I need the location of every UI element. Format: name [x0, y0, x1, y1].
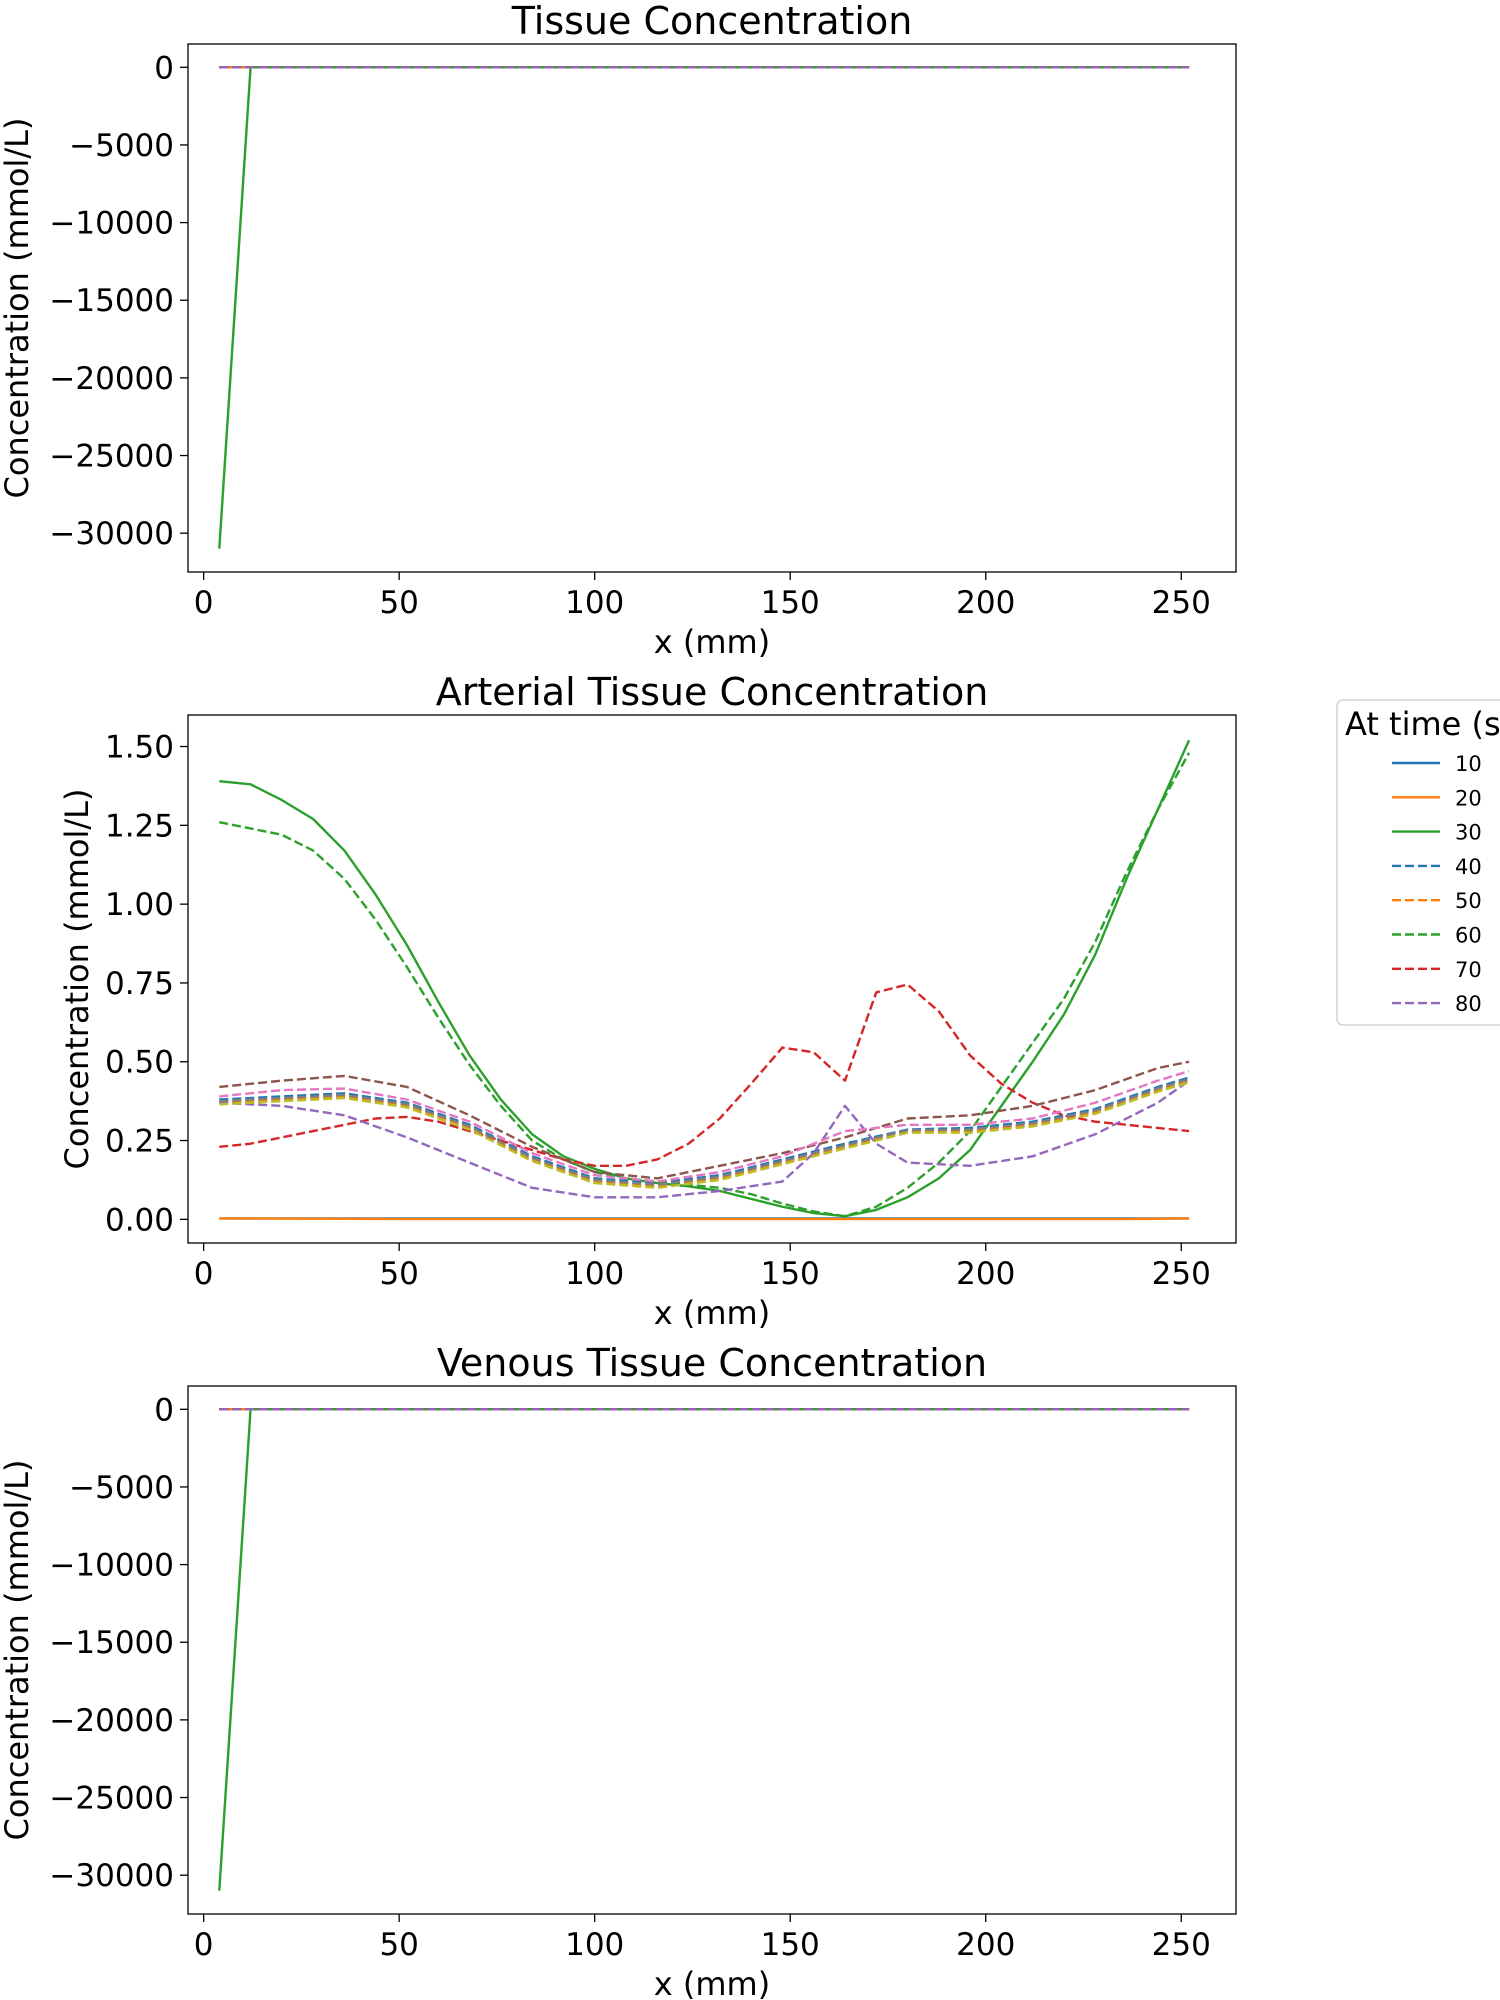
- x-tick-label: 100: [565, 1927, 624, 1963]
- y-tick-label: 0.00: [105, 1202, 174, 1238]
- y-axis-label: Concentration (mmol/L): [0, 1460, 36, 1841]
- chart-title: Arterial Tissue Concentration: [436, 670, 989, 714]
- y-tick-label: −30000: [49, 516, 174, 552]
- legend-box: [1336, 699, 1500, 1026]
- y-tick-label: −5000: [69, 1470, 174, 1506]
- y-axis-label: Concentration (mmol/L): [0, 118, 36, 499]
- x-tick-label: 100: [565, 585, 624, 621]
- y-tick-label: 0: [154, 50, 174, 86]
- series-line-4: [219, 1076, 1190, 1185]
- plot-frame: [187, 43, 1237, 573]
- x-tick-label: 200: [956, 1927, 1015, 1963]
- y-tick-label: 0.25: [105, 1124, 174, 1160]
- series-line-7: [219, 983, 1190, 1167]
- series-line-6: [219, 752, 1191, 1218]
- x-tick-label: 150: [761, 1927, 820, 1963]
- legend-entry-label: 10: [1455, 752, 1482, 776]
- x-axis-label: x (mm): [654, 1965, 770, 2000]
- series-group: [218, 1408, 1190, 1891]
- legend-entry-label: 50: [1455, 889, 1482, 913]
- y-tick-label: −30000: [49, 1858, 174, 1894]
- series-line-3: [218, 66, 1190, 549]
- x-tick-label: 200: [956, 585, 1015, 621]
- x-tick-label: 50: [379, 585, 418, 621]
- y-axis-label: Concentration (mmol/L): [58, 789, 96, 1170]
- x-tick-label: 250: [1152, 1927, 1211, 1963]
- x-tick-label: 50: [379, 1927, 418, 1963]
- plot-frame: [187, 714, 1237, 1244]
- y-tick-label: 1.25: [105, 808, 174, 844]
- x-tick-label: 50: [379, 1256, 418, 1292]
- chart-title: Tissue Concentration: [511, 0, 913, 43]
- plot-frame: [187, 1385, 1237, 1915]
- y-tick-label: −15000: [49, 283, 174, 319]
- x-tick-label: 0: [194, 1927, 214, 1963]
- legend-entry-label: 40: [1455, 855, 1482, 879]
- y-tick-label: −20000: [49, 1703, 174, 1739]
- y-tick-label: −10000: [49, 206, 174, 242]
- y-tick-label: 0.75: [105, 966, 174, 1002]
- legend-entry-label: 20: [1455, 786, 1482, 810]
- y-tick-label: 0: [154, 1392, 174, 1428]
- series-line-10: [219, 1070, 1190, 1183]
- series-line-3: [218, 1408, 1190, 1891]
- y-tick-label: 0.50: [105, 1045, 174, 1081]
- x-tick-label: 100: [565, 1256, 624, 1292]
- x-tick-label: 0: [194, 585, 214, 621]
- series-group: [219, 739, 1191, 1221]
- chart-panel-2: 0 50 100 150 200 250 0.00 0.25 0.50 0.75 1.00 1.25 1…: [58, 670, 1237, 1332]
- legend-entry-label: 60: [1455, 924, 1482, 948]
- y-tick-label: −25000: [49, 1781, 174, 1817]
- series-line-2: [219, 1217, 1190, 1221]
- x-tick-label: 250: [1152, 585, 1211, 621]
- legend: At time (s 10 20 30 40 50 60 70 80: [1336, 699, 1500, 1026]
- legend-title: At time (s: [1345, 705, 1500, 743]
- series-line-8: [219, 1079, 1190, 1199]
- y-tick-label: 1.00: [105, 887, 174, 923]
- y-tick-label: −25000: [49, 439, 174, 475]
- series-line-9: [219, 1060, 1190, 1180]
- chart-panel-1: 0 50 100 150 200 250 0 −5000 −10000 −15000 −20000 −…: [0, 0, 1237, 661]
- y-tick-label: −5000: [69, 128, 174, 164]
- series-group: [218, 66, 1190, 549]
- y-tick-label: −15000: [49, 1625, 174, 1661]
- legend-entry-label: 80: [1455, 992, 1482, 1016]
- series-line-3: [219, 739, 1191, 1218]
- chart-panel-3: 0 50 100 150 200 250 0 −5000 −10000 −15000 −20000 −…: [0, 1341, 1237, 2000]
- x-tick-label: 150: [761, 1256, 820, 1292]
- x-tick-label: 200: [956, 1256, 1015, 1292]
- legend-entry-label: 30: [1455, 821, 1482, 845]
- chart-title: Venous Tissue Concentration: [437, 1341, 987, 1385]
- legend-entry-label: 70: [1455, 958, 1482, 982]
- y-tick-label: 1.50: [105, 730, 174, 766]
- y-tick-label: −20000: [49, 361, 174, 397]
- x-tick-label: 0: [194, 1256, 214, 1292]
- x-tick-label: 250: [1152, 1256, 1211, 1292]
- x-axis-label: x (mm): [654, 1294, 770, 1332]
- y-tick-label: −10000: [49, 1548, 174, 1584]
- x-axis-label: x (mm): [654, 623, 770, 661]
- x-tick-label: 150: [761, 585, 820, 621]
